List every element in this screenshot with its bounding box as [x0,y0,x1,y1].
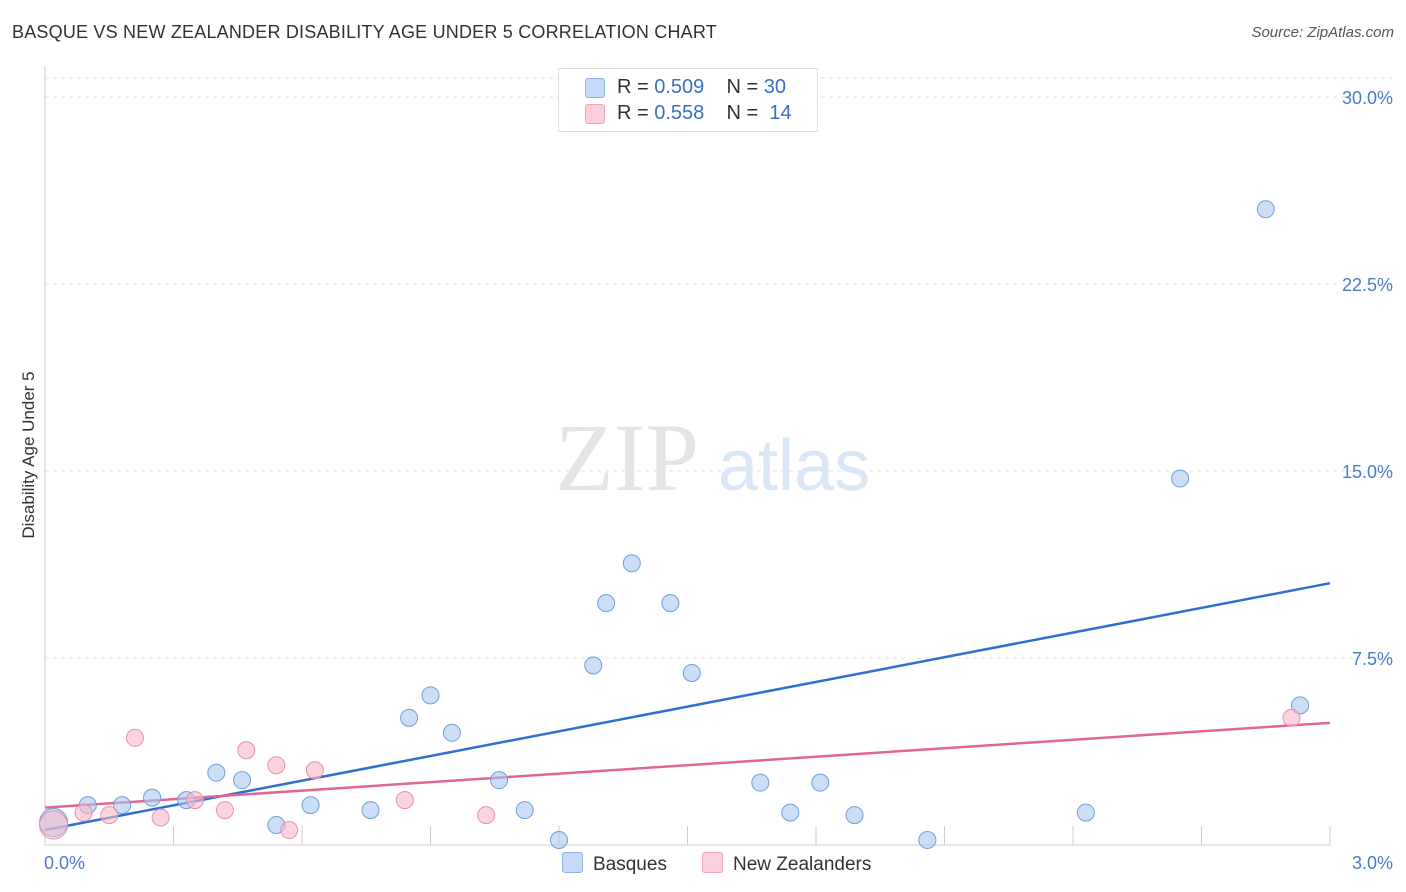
legend: R = 0.509 N = 30 R = 0.558 N = 14 [558,68,818,132]
data-points [39,200,1310,850]
point-new-zealanders [267,756,286,775]
bottom-legend-swatch-basques [562,852,583,873]
point-basques [301,796,320,815]
point-new-zealanders [100,806,119,825]
point-basques [1171,469,1190,488]
legend-n-label: N = [726,102,759,124]
point-basques [490,771,509,790]
point-basques [421,686,440,705]
point-basques [1291,696,1310,715]
bottom-legend-basques: Basques [562,852,667,876]
y-axis-label: Disability Age Under 5 [19,371,38,538]
point-basques [584,656,603,675]
point-new-zealanders [125,728,144,747]
point-new-zealanders [39,810,69,840]
trend-line-new-zealanders [44,721,1331,809]
legend-n-value: 14 [769,102,792,124]
point-basques [515,801,534,820]
point-basques [661,594,680,613]
point-basques [918,831,937,850]
legend-swatch-new-zealanders [585,104,605,124]
point-new-zealanders [395,791,414,810]
watermark-atlas: atlas [718,426,870,506]
point-basques [682,663,701,682]
bottom-legend-new-zealanders: New Zealanders [702,852,871,876]
trend-line-basques [44,581,1331,832]
point-basques [442,723,461,742]
y-tick-label: 22.5% [1342,275,1393,295]
legend-r-value: 0.509 [654,76,705,98]
x-tick-label: 0.0% [44,853,85,873]
x-tick-label: 3.0% [1352,853,1393,873]
point-basques [550,831,568,850]
point-basques [751,773,770,792]
point-basques [1076,803,1095,822]
source-label: Source: ZipAtlas.com [1251,24,1394,41]
point-new-zealanders [74,803,93,822]
watermark-zip: ZIP [555,404,699,511]
point-basques [811,773,830,792]
point-new-zealanders [305,761,324,780]
point-basques [207,763,226,782]
point-basques [845,806,864,825]
legend-n-label: N = [726,76,759,98]
trend-lines [44,581,1331,832]
point-new-zealanders [151,808,170,827]
y-tick-label: 30.0% [1342,88,1393,108]
bottom-legend-label-basques: Basques [593,854,667,875]
bottom-legend-label-new-zealanders: New Zealanders [733,854,872,875]
legend-r-label: R = [617,76,649,98]
legend-r-value: 0.558 [654,102,705,124]
point-basques [361,801,380,820]
point-basques [113,796,132,815]
legend-swatch-basques [585,78,605,98]
point-new-zealanders [237,741,256,760]
tick-labels: 7.5% 15.0% 22.5% 30.0% 0.0% 3.0% [44,88,1393,873]
point-new-zealanders [280,821,299,840]
point-basques [597,594,616,613]
chart-title: BASQUE VS NEW ZEALANDER DISABILITY AGE U… [12,22,717,42]
y-tick-label: 15.0% [1342,462,1393,482]
point-new-zealanders [1282,708,1301,727]
watermark: ZIP atlas [555,404,870,511]
grid-lines [45,77,1392,659]
point-new-zealanders [185,791,204,810]
point-basques [1256,200,1275,219]
bottom-legend-swatch-new-zealanders [702,852,723,873]
point-basques [622,554,641,573]
y-tick-label: 7.5% [1352,649,1393,669]
point-basques [143,788,162,807]
point-basques [400,708,419,727]
point-basques [233,771,252,790]
point-basques [781,803,800,822]
legend-n-value: 30 [763,76,787,98]
legend-r-label: R = [617,102,649,124]
point-new-zealanders [215,801,234,820]
axes [44,66,1331,846]
point-new-zealanders [477,806,496,825]
